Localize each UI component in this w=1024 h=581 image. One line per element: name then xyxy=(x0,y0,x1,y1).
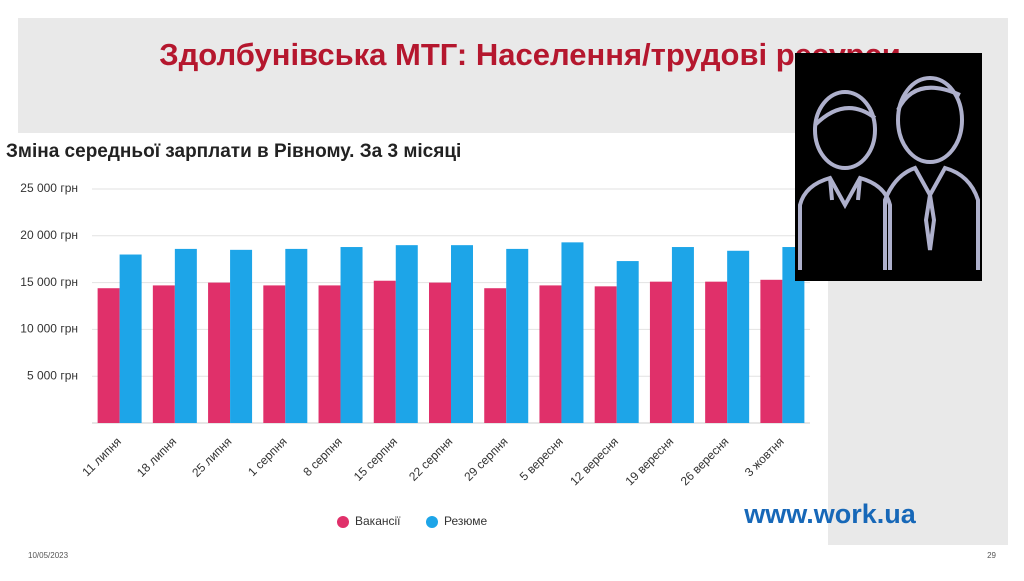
bar xyxy=(727,250,750,423)
bar xyxy=(429,282,451,423)
page-number: 29 xyxy=(987,551,996,560)
bar xyxy=(174,248,197,423)
legend-swatch xyxy=(426,516,438,528)
bar xyxy=(594,286,617,423)
y-tick-label: 25 000 грн xyxy=(20,181,78,195)
legend-label: Резюме xyxy=(444,514,488,528)
bar xyxy=(539,285,562,423)
people-icon xyxy=(795,53,982,281)
y-tick-label: 15 000 грн xyxy=(20,275,78,289)
bar xyxy=(451,245,473,423)
bar xyxy=(616,261,639,423)
bar xyxy=(230,249,253,423)
website: www.work.ua xyxy=(743,499,917,529)
bar xyxy=(506,248,529,423)
chart-title: Зміна середньої зарплати в Рівному. За 3… xyxy=(6,141,461,162)
bar xyxy=(152,285,175,423)
bar xyxy=(285,248,308,423)
bar xyxy=(484,288,507,423)
bar xyxy=(649,281,672,423)
legend-swatch xyxy=(337,516,349,528)
bar xyxy=(705,281,728,423)
bar xyxy=(671,247,694,423)
y-tick-label: 5 000 грн xyxy=(27,368,78,382)
y-tick-label: 20 000 грн xyxy=(20,228,78,242)
y-tick-label: 10 000 грн xyxy=(20,322,78,336)
bar xyxy=(119,254,142,423)
bar xyxy=(561,242,584,423)
bar xyxy=(782,247,805,423)
bar xyxy=(395,245,418,423)
bar xyxy=(208,282,231,423)
bar xyxy=(373,280,396,423)
bar xyxy=(340,247,363,423)
bar xyxy=(760,279,783,423)
slide-title: Здолбунівська МТГ: Населення/трудові рес… xyxy=(159,37,901,72)
bar xyxy=(97,288,120,423)
legend-label: Вакансії xyxy=(355,514,401,528)
bar xyxy=(318,285,341,423)
bar xyxy=(263,285,286,423)
date: 10/05/2023 xyxy=(28,551,69,560)
